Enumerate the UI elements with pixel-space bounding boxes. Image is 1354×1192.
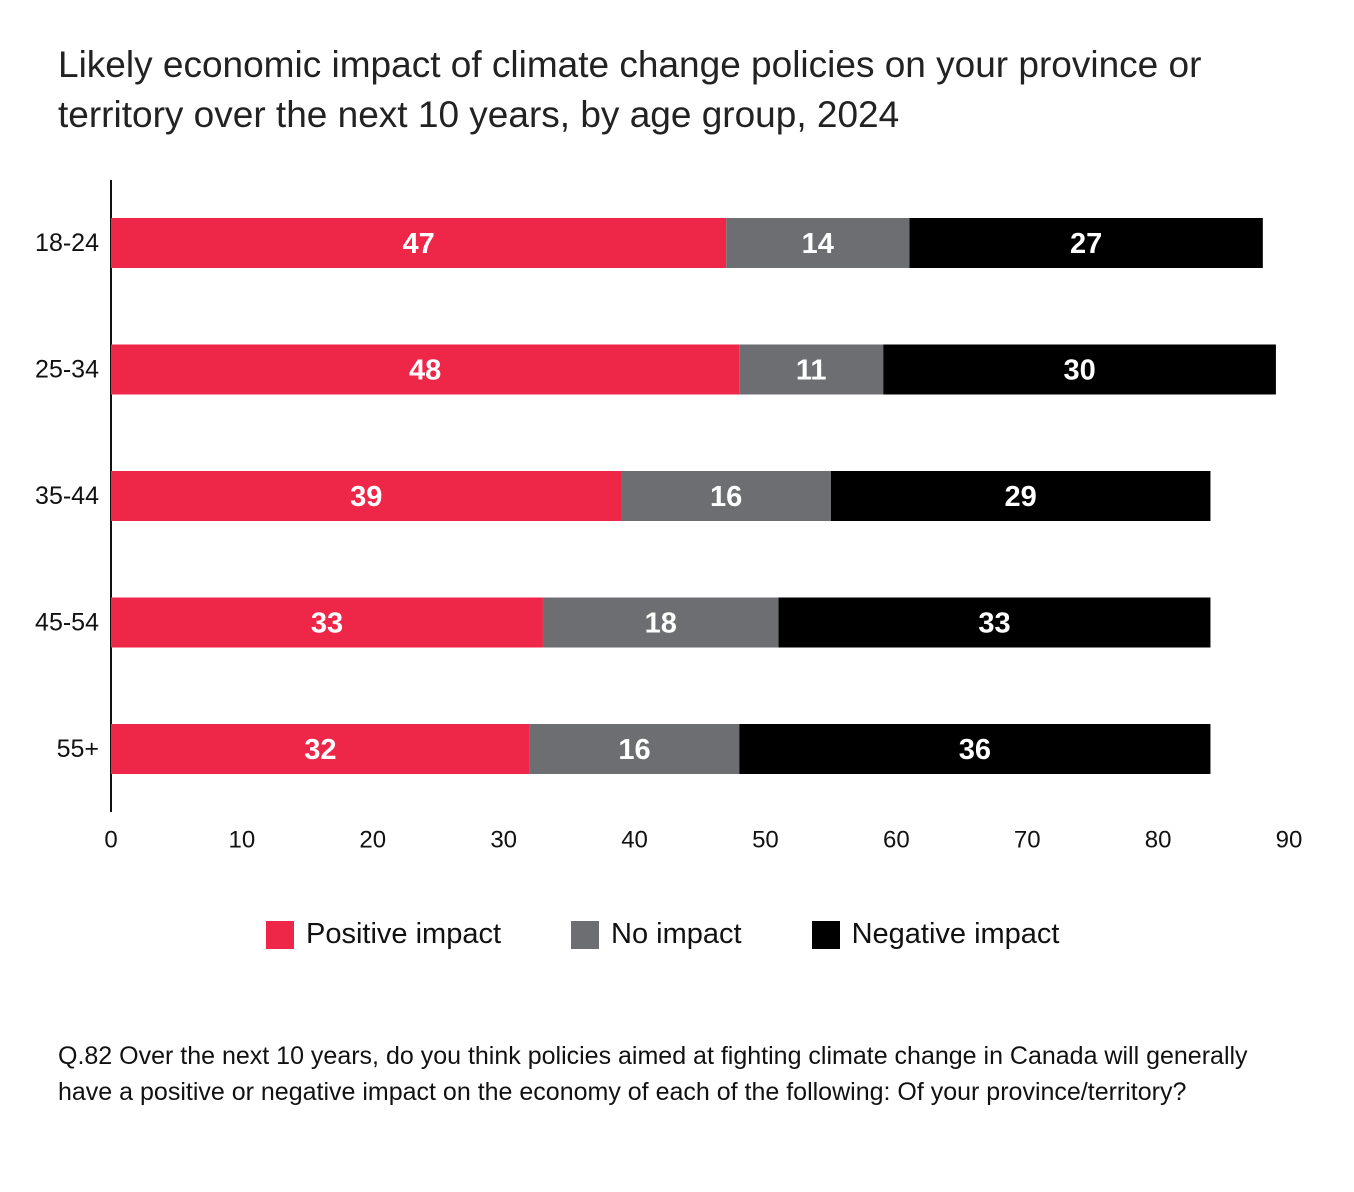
legend-item-positive: Positive impact [266,918,501,951]
bar-segment [830,471,1211,521]
data-label: 30 [1063,355,1095,387]
category-label: 18-24 [35,229,99,257]
bar-segment [529,724,740,774]
data-label: 39 [350,481,382,513]
data-label: 33 [311,608,343,640]
legend-swatch-positive [266,920,294,949]
x-tick-label: 40 [621,827,648,854]
bar-segment [111,344,740,395]
chart-title: Likely economic impact of climate change… [58,44,1202,135]
data-label: 18 [645,608,677,640]
bar-segment [111,724,530,774]
category-label: 55+ [57,735,99,763]
x-tick-label: 30 [490,827,517,854]
legend-item-no-impact: No impact [571,918,742,951]
x-tick-label: 90 [1276,827,1303,854]
bar-segment [739,724,1211,774]
bar-segment [542,597,779,648]
data-label: 33 [978,608,1010,640]
bar-segment [726,218,910,268]
footnote: Q.82 Over the next 10 years, do you thin… [58,1042,1248,1106]
bar-segment [909,218,1263,268]
x-tick-label: 80 [1145,827,1172,854]
x-tick-label: 60 [883,827,910,854]
legend-swatch-no-impact [571,920,600,949]
legend-label-negative: Negative impact [851,918,1060,950]
x-tick-label: 10 [229,827,256,854]
category-label: 25-34 [35,356,99,384]
bar-segment [111,597,543,648]
data-label: 48 [409,355,441,387]
legend-swatch-negative [811,920,840,949]
legend-label-no-impact: No impact [611,918,742,950]
bar-segment [621,471,831,521]
legend: Positive impact No impact Negative impac… [266,918,1130,951]
category-label: 35-44 [35,482,99,510]
bar-segment [111,218,727,268]
data-label: 32 [304,734,336,766]
category-label: 45-54 [35,609,99,637]
data-label: 29 [1005,481,1037,513]
data-label: 16 [618,734,650,766]
legend-label-positive: Positive impact [306,918,502,950]
data-label: 36 [959,734,991,766]
bar-segment [778,597,1211,648]
bar-segment [883,344,1276,395]
data-label: 47 [402,228,434,260]
legend-item-negative: Negative impact [811,918,1060,951]
chart-plot: 18-24 47 14 27 25-34 48 11 30 35-44 39 16 29 45-54 33… [35,180,1303,854]
data-label: 16 [710,481,742,513]
data-label: 14 [802,228,834,260]
x-tick-label: 20 [359,827,386,854]
x-tick-label: 0 [104,827,117,854]
data-label: 27 [1070,228,1102,260]
data-label: 11 [796,355,827,387]
bar-segment [111,471,622,521]
x-tick-label: 70 [1014,827,1041,854]
x-tick-label: 50 [752,827,779,854]
bar-segment [739,344,884,395]
